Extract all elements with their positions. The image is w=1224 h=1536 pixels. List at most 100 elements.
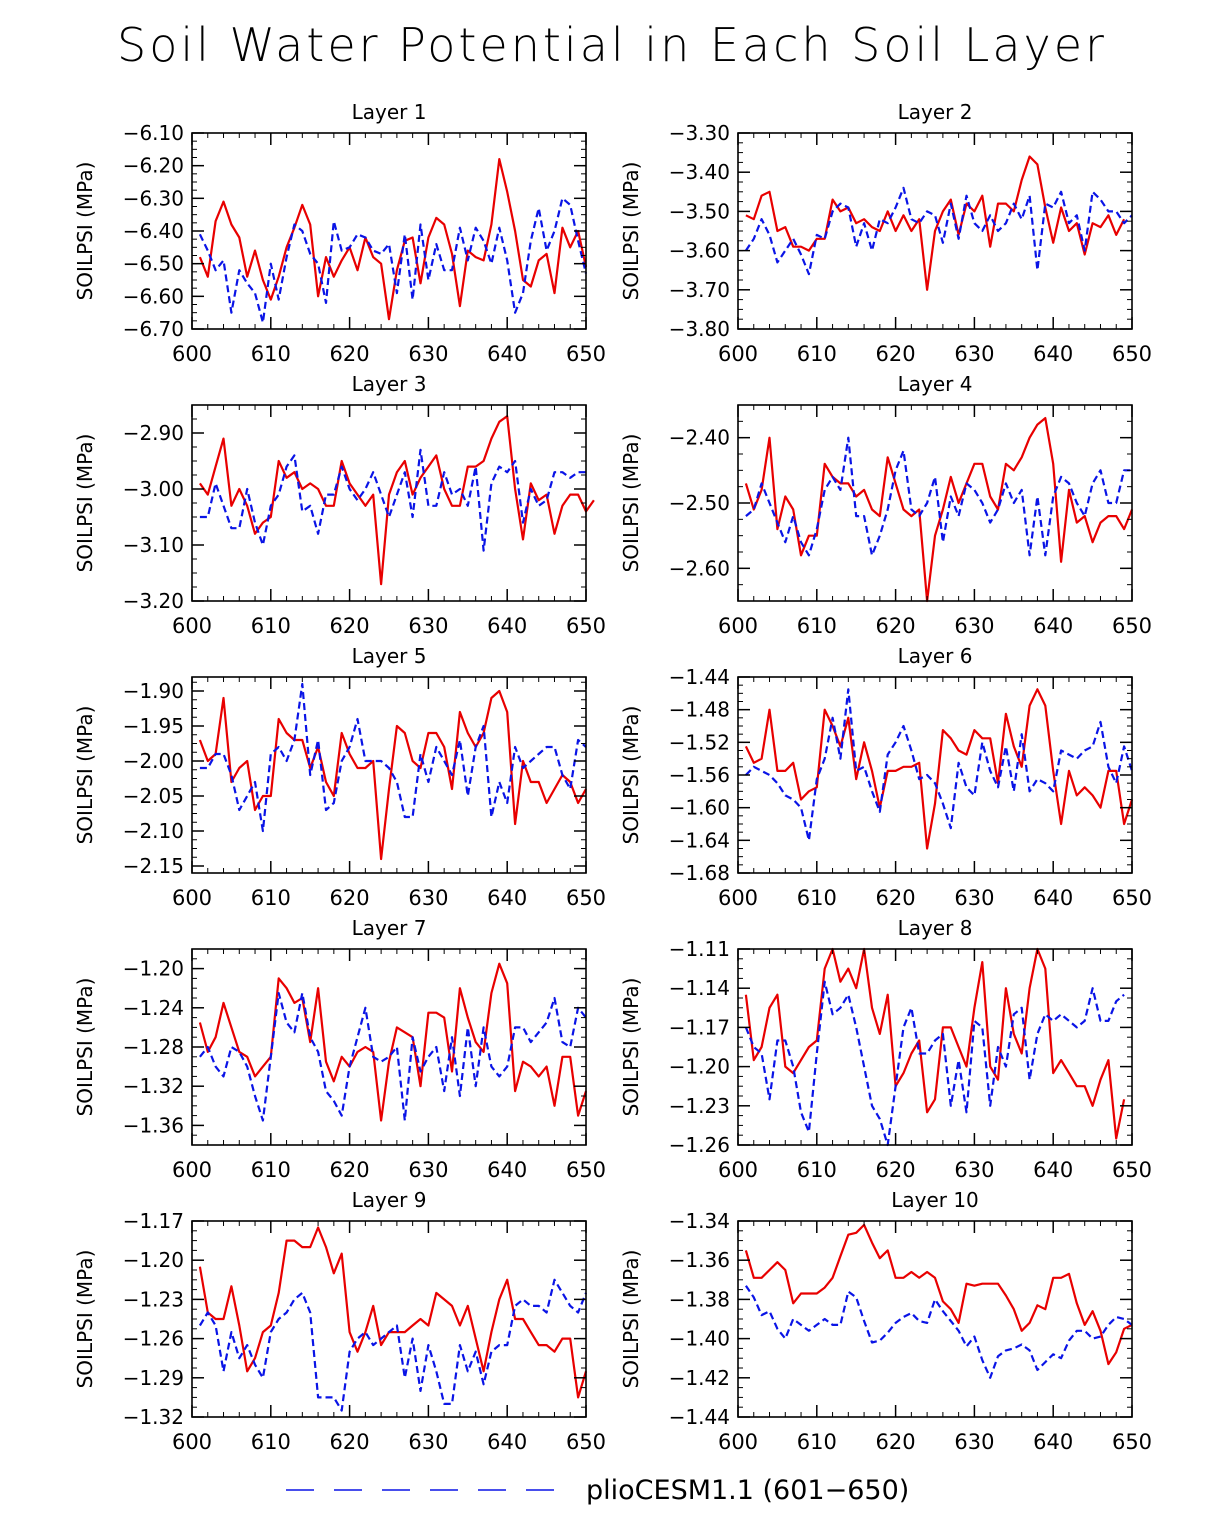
x-tick-label: 600: [718, 342, 758, 366]
y-tick-label: −1.38: [669, 1287, 730, 1311]
series-solid-line: [744, 417, 1134, 603]
panel-title: Layer 1: [352, 100, 427, 124]
panel-6: 600 610 620 630 640 650 −1.44 −1.48 −1.52 −1.56 −1…: [619, 644, 1152, 910]
x-tick-label: 600: [718, 1430, 758, 1454]
y-tick-label: −1.20: [123, 1248, 184, 1272]
y-axis-label: SOILPSI (MPa): [619, 978, 643, 1117]
series-solid-line: [199, 415, 595, 586]
x-tick-label: 640: [487, 886, 527, 910]
y-tick-label: −1.90: [123, 679, 184, 703]
y-tick-label: −1.36: [669, 1248, 730, 1272]
x-tick-label: 610: [797, 1158, 837, 1182]
series-dashed-line: [745, 688, 1134, 842]
y-tick-label: −1.52: [669, 730, 730, 754]
x-tick-label: 650: [566, 614, 606, 638]
x-tick-label: 630: [408, 1430, 448, 1454]
x-tick-label: 640: [487, 1430, 527, 1454]
x-tick-label: 610: [251, 342, 291, 366]
y-tick-label: −2.10: [123, 819, 184, 843]
y-tick-label: −1.23: [123, 1287, 184, 1311]
plot-frame: [737, 948, 1133, 1146]
plot-frame: [191, 948, 587, 1146]
panel-3: 600 610 620 630 640 650 −2.90 −3.00 −3.10 −3.20 La…: [73, 372, 606, 638]
y-axis-label: SOILPSI (MPa): [619, 162, 643, 301]
x-tick-label: 620: [330, 1158, 370, 1182]
y-tick-label: −6.70: [123, 317, 184, 341]
x-tick-label: 650: [1112, 886, 1152, 910]
series-solid-line: [744, 947, 1126, 1140]
x-tick-label: 600: [172, 886, 212, 910]
y-axis-label: SOILPSI (MPa): [73, 162, 97, 301]
x-tick-label: 620: [876, 1430, 916, 1454]
x-tick-label: 630: [408, 614, 448, 638]
y-tick-label: −2.40: [669, 426, 730, 450]
y-tick-label: −3.20: [123, 589, 184, 613]
x-tick-label: 620: [876, 1158, 916, 1182]
y-tick-label: −6.20: [123, 154, 184, 178]
x-tick-label: 650: [1112, 342, 1152, 366]
y-axis-label: SOILPSI (MPa): [619, 434, 643, 573]
series-dashed-line: [198, 197, 588, 324]
y-tick-label: −1.28: [123, 1035, 184, 1059]
y-tick-label: −2.15: [123, 854, 184, 878]
x-tick-label: 600: [172, 342, 212, 366]
panel-5: 600 610 620 630 640 650 −1.90 −1.95 −2.00 −2.05 −2…: [73, 644, 606, 910]
y-tick-label: −3.40: [669, 160, 730, 184]
y-tick-label: −6.30: [123, 186, 184, 210]
figure-title: Soil Water Potential in Each Soil Layer: [117, 18, 1107, 72]
panel-title: Layer 10: [891, 1188, 979, 1212]
y-tick-label: −1.14: [669, 976, 730, 1000]
y-tick-label: −1.32: [123, 1074, 184, 1098]
y-tick-label: −1.34: [669, 1209, 730, 1233]
x-tick-label: 610: [797, 886, 837, 910]
y-tick-label: −1.56: [669, 763, 730, 787]
y-axis-label: SOILPSI (MPa): [619, 706, 643, 845]
y-tick-label: −1.42: [669, 1366, 730, 1390]
x-tick-label: 610: [251, 1158, 291, 1182]
y-tick-label: −1.64: [669, 828, 730, 852]
x-tick-label: 650: [1112, 1430, 1152, 1454]
plot-frame: [191, 1220, 587, 1418]
x-tick-label: 630: [954, 886, 994, 910]
plot-frame: [191, 132, 587, 330]
x-tick-label: 650: [566, 1430, 606, 1454]
series-dashed-line: [199, 991, 587, 1122]
x-tick-label: 630: [954, 614, 994, 638]
y-tick-label: −1.26: [669, 1133, 730, 1157]
y-tick-label: −2.00: [123, 749, 184, 773]
panel-7: 600 610 620 630 640 650 −1.20 −1.24 −1.28 −1.32 −1…: [73, 916, 606, 1182]
panel-title: Layer 8: [898, 916, 973, 940]
x-tick-label: 610: [797, 342, 837, 366]
series-dashed-line: [198, 1278, 588, 1412]
y-tick-label: −3.10: [123, 533, 184, 557]
y-axis-label: SOILPSI (MPa): [73, 434, 97, 573]
panel-4: 600 610 620 630 640 650 −2.40 −2.50 −2.60 Layer 4…: [619, 372, 1152, 638]
x-tick-label: 600: [172, 1158, 212, 1182]
series-solid-line: [198, 158, 588, 321]
series-solid-line: [744, 1223, 1133, 1366]
x-tick-label: 600: [172, 614, 212, 638]
x-tick-label: 640: [487, 342, 527, 366]
x-tick-label: 600: [718, 886, 758, 910]
x-tick-label: 610: [797, 614, 837, 638]
x-tick-label: 610: [797, 1430, 837, 1454]
y-tick-label: −1.23: [669, 1094, 730, 1118]
x-tick-label: 640: [487, 1158, 527, 1182]
x-tick-label: 640: [487, 614, 527, 638]
y-tick-label: −1.11: [669, 937, 730, 961]
plot-frame: [737, 676, 1133, 874]
y-tick-label: −1.44: [669, 665, 730, 689]
y-tick-label: −3.50: [669, 199, 730, 223]
x-tick-label: 620: [876, 886, 916, 910]
y-tick-label: −1.60: [669, 796, 730, 820]
panel-title: Layer 7: [352, 916, 427, 940]
y-tick-label: −1.95: [123, 714, 184, 738]
y-tick-label: −1.40: [669, 1327, 730, 1351]
y-tick-label: −6.10: [123, 121, 184, 145]
series-solid-line: [198, 1226, 588, 1399]
panel-title: Layer 3: [352, 372, 427, 396]
x-tick-label: 620: [330, 886, 370, 910]
y-tick-label: −1.26: [123, 1327, 184, 1351]
y-axis-label: SOILPSI (MPa): [73, 1250, 97, 1389]
x-tick-label: 630: [954, 1430, 994, 1454]
